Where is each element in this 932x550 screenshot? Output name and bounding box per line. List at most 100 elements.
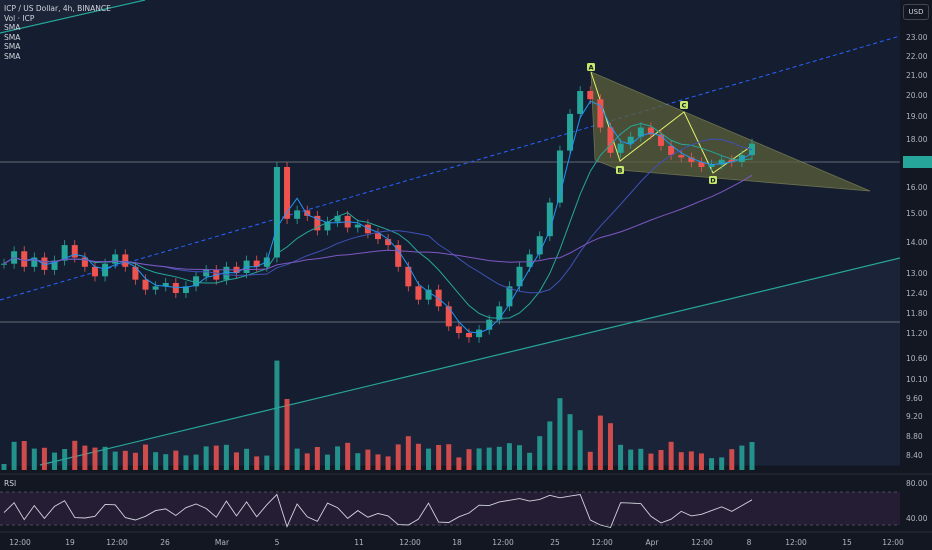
price-axis-tick: 18.00	[906, 135, 928, 144]
volume-bar	[1, 464, 7, 470]
candle-body	[455, 326, 462, 333]
volume-bar	[486, 447, 492, 470]
time-axis-label: 12:00	[785, 538, 807, 547]
volume-bar	[223, 444, 229, 470]
volume-bar	[456, 457, 462, 470]
candle-body	[354, 224, 361, 228]
candle-body	[385, 239, 392, 246]
price-axis-tick: 23.00	[906, 33, 928, 42]
candle-body	[567, 113, 574, 151]
sma-indicator-3[interactable]: SMA	[4, 42, 21, 51]
sma-indicator-1[interactable]: SMA	[4, 23, 21, 32]
symbol-title[interactable]: ICP / US Dollar, 4h, BINANCE	[4, 4, 111, 13]
volume-bar	[132, 452, 138, 470]
candle-body	[324, 221, 331, 231]
volume-bar	[324, 454, 330, 470]
candle-body	[51, 260, 58, 270]
volume-bar	[244, 448, 250, 470]
candle-body	[536, 236, 543, 255]
current-price-badge	[903, 156, 932, 168]
candle-body	[375, 233, 381, 240]
volume-bar	[749, 442, 755, 470]
rsi-label[interactable]: RSI	[4, 479, 17, 488]
candle-body	[587, 91, 594, 100]
sma-indicator-4[interactable]: SMA	[4, 51, 21, 61]
volume-bar	[21, 441, 27, 470]
volume-bar	[415, 443, 421, 470]
volume-bar	[719, 457, 725, 470]
candle-body	[203, 269, 210, 277]
candle-body	[122, 254, 129, 267]
volume-bar	[476, 448, 482, 470]
time-axis-label: 12:00	[591, 538, 613, 547]
candle-body	[415, 286, 422, 300]
candle-body	[617, 143, 624, 153]
volume-bar	[385, 456, 391, 470]
pattern-point-d-marker	[709, 176, 717, 184]
time-axis-label: 8	[747, 538, 752, 547]
price-axis-tick: 9.60	[906, 394, 923, 403]
upper-channel-line	[0, 0, 146, 34]
volume-bar	[668, 441, 674, 470]
rsi-band	[0, 492, 900, 525]
candle-body	[647, 127, 654, 135]
volume-bar	[355, 453, 361, 470]
candle-body	[41, 257, 48, 270]
dashed-trend-line	[0, 35, 901, 301]
candle-body	[253, 260, 260, 267]
candle-body	[597, 99, 604, 128]
price-axis-tick: 16.00	[906, 183, 928, 192]
time-axis-label: 12:00	[399, 538, 421, 547]
candle-body	[1, 263, 7, 265]
volume-bar	[426, 448, 432, 470]
volume-bar	[567, 414, 573, 470]
volume-bar	[466, 449, 472, 470]
candle-body	[637, 127, 644, 137]
candle-body	[162, 283, 169, 287]
volume-bar	[607, 423, 613, 470]
time-axis-label: 12:00	[106, 538, 128, 547]
volume-indicator-label[interactable]: Vol · ICP	[4, 13, 35, 23]
currency-button[interactable]: USD	[903, 4, 929, 20]
price-axis-tick: 8.80	[906, 432, 923, 441]
candle-body	[698, 162, 705, 167]
candle-body	[465, 333, 472, 338]
channel-top-fill	[0, 0, 140, 32]
candle-body	[273, 167, 280, 258]
volume-bar	[274, 360, 280, 470]
price-axis-tick: 12.40	[906, 289, 928, 298]
candle-body	[334, 215, 341, 222]
volume-bar	[213, 445, 219, 470]
volume-bar	[163, 454, 169, 470]
volume-bar	[335, 446, 341, 470]
volume-bar	[496, 446, 502, 470]
pattern-point-c-marker	[680, 101, 688, 109]
candle-body	[284, 167, 291, 219]
candle-body	[526, 254, 533, 267]
price-axis-tick: 15.00	[906, 209, 928, 218]
volume-bar	[112, 451, 118, 470]
candle-body	[688, 157, 695, 162]
volume-bar	[314, 447, 320, 470]
candle-body	[172, 283, 179, 293]
volume-bar	[233, 452, 239, 470]
candle-body	[627, 136, 634, 144]
sma-indicator-2[interactable]: SMA	[4, 32, 21, 42]
volume-bar	[143, 444, 149, 470]
volume-bar	[698, 453, 704, 470]
candle-body	[678, 155, 685, 158]
volume-bar	[294, 448, 300, 470]
rsi-line	[3, 493, 753, 529]
candle-body	[61, 245, 68, 261]
price-axis-tick: 21.00	[906, 71, 928, 80]
candle-body	[516, 266, 523, 287]
time-axis-label: 12:00	[9, 538, 31, 547]
volume-bar	[688, 451, 694, 470]
candle-body	[607, 127, 614, 153]
volume-bar	[11, 441, 17, 470]
volume-bar	[436, 445, 442, 470]
time-axis-label: 19	[65, 538, 75, 547]
volume-bar	[52, 452, 58, 470]
